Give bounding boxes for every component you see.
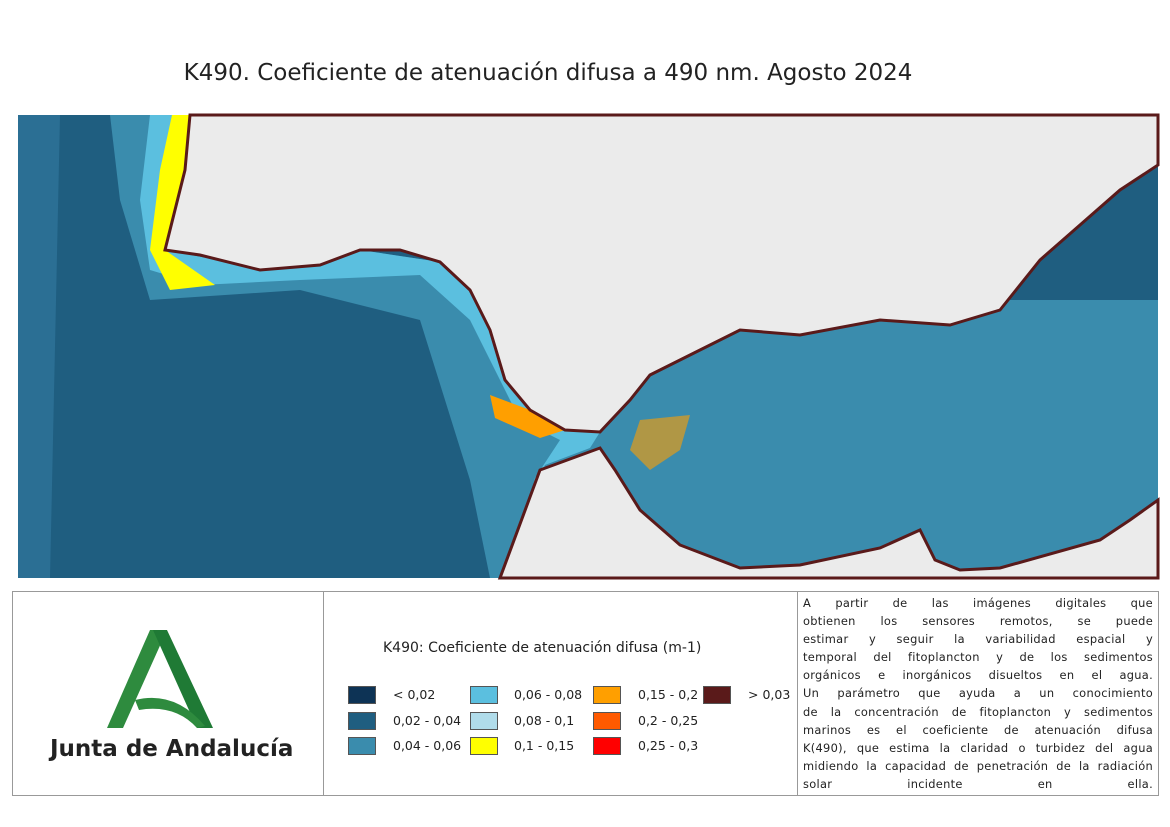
legend-swatch [593, 737, 621, 755]
legend-swatch [348, 686, 376, 704]
divider [323, 592, 324, 795]
land-south [497, 446, 1160, 580]
legend-label: 0,15 - 0,2 [638, 687, 699, 702]
description-line: orgánicos e inorgánicos disueltos en el … [803, 668, 1153, 683]
logo-mark [107, 630, 213, 728]
description: A partir de las imágenes digitales que ob… [803, 594, 1153, 793]
coastal-high [150, 115, 215, 290]
description-line: estimar y seguir la variabilidad espacia… [803, 632, 1153, 647]
legend-swatch [593, 711, 621, 730]
map [18, 113, 1160, 580]
legend-label: 0,1 - 0,15 [514, 738, 575, 753]
logo-text: Junta de Andalucía [50, 736, 294, 762]
legend-label: 0,04 - 0,06 [393, 738, 462, 753]
description-line: obtienen los sensores remotos, se puede [803, 614, 1153, 629]
legend-label: 0,08 - 0,1 [514, 712, 575, 728]
legend-swatch [703, 686, 731, 704]
ocean-texture [18, 115, 60, 578]
legend-swatch [470, 711, 498, 730]
legend-title: K490: Coeficiente de atenuación difusa (… [383, 640, 702, 656]
legend-label: 0,2 - 0,25 [638, 712, 699, 728]
legend-swatch [470, 686, 498, 704]
description-line: midiendo la capacidad de penetración de … [803, 758, 1153, 773]
legend-label: < 0,02 [393, 687, 436, 702]
legend-label: > 0,03 [748, 687, 791, 702]
description-line: A partir de las imágenes digitales que [803, 596, 1153, 610]
description-line: K(490), que estima la claridad o turbide… [803, 740, 1153, 755]
description-line: temporal del fitoplancton y de los sedim… [803, 650, 1153, 665]
legend-label: 0,06 - 0,08 [514, 687, 583, 702]
bloom [630, 415, 690, 470]
legend-panel [12, 591, 1159, 796]
shelf [110, 115, 600, 578]
map-title: K490. Coeficiente de atenuación difusa a… [183, 60, 913, 86]
legend-label: 0,02 - 0,04 [393, 712, 462, 728]
description-line: marinos es el coeficiente de atenuación … [803, 722, 1153, 737]
land-north [163, 113, 1160, 434]
legend-swatch [348, 737, 376, 755]
legend-label: 0,25 - 0,3 [638, 738, 699, 753]
legend-swatch [348, 711, 376, 730]
legend-swatch [470, 737, 498, 755]
description-line: de la concentración de fitoplancton y se… [803, 704, 1153, 719]
divider [797, 592, 798, 795]
description-line: solar incidente en ella. [803, 776, 1153, 791]
coastal-high [490, 395, 565, 438]
legend-swatch [593, 686, 621, 704]
description-line: Un parámetro que ayuda a un conocimiento [803, 686, 1153, 701]
